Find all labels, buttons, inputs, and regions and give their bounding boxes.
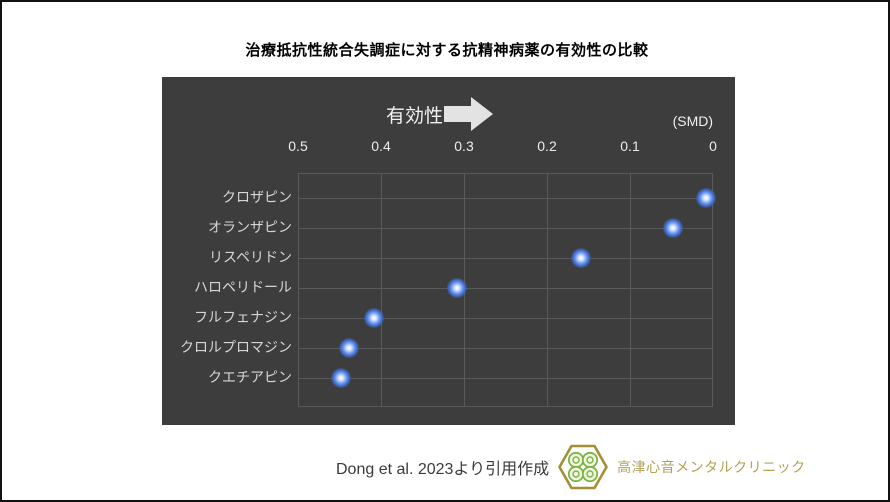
- clinic-logo-icon: [558, 444, 608, 490]
- x-axis-tick-label: 0.3: [454, 138, 474, 154]
- horizontal-gridline: [299, 228, 712, 229]
- data-point: [363, 308, 384, 328]
- category-label: リスペリドン: [208, 249, 292, 265]
- vertical-gridline: [547, 174, 548, 406]
- category-label: オランザピン: [208, 219, 292, 235]
- source-citation: Dong et al. 2023より引用作成: [336, 461, 550, 478]
- category-label: ハロペリドール: [194, 279, 292, 295]
- data-point: [330, 368, 351, 388]
- smd-unit-label: (SMD): [672, 113, 713, 129]
- horizontal-gridline: [299, 198, 712, 199]
- data-point: [695, 188, 716, 208]
- chart-panel: 有効性 (SMD) 0.5 0.4 0.3 0.2 0.1 0 クロザピンオランザピン リス…: [162, 77, 735, 425]
- horizontal-gridline: [299, 258, 712, 259]
- horizontal-gridline: [299, 318, 712, 319]
- horizontal-gridline: [299, 348, 712, 349]
- horizontal-gridline: [299, 288, 712, 289]
- x-axis-tick-label: 0: [709, 138, 717, 154]
- right-arrow-icon: [444, 97, 493, 131]
- data-point: [571, 248, 592, 268]
- category-label: フルフェナジン: [194, 309, 292, 325]
- x-axis-tick-label: 0.2: [537, 138, 557, 154]
- x-axis-tick-label: 0.4: [371, 138, 391, 154]
- category-label: クロルプロマジン: [180, 339, 292, 355]
- data-point: [446, 278, 467, 298]
- data-point: [338, 338, 359, 358]
- data-point: [662, 218, 683, 238]
- category-label: クエチアピン: [208, 369, 292, 385]
- horizontal-gridline: [299, 378, 712, 379]
- x-axis-tick-label: 0.5: [288, 138, 308, 154]
- chart-title: 治療抵抗性統合失調症に対する抗精神病薬の有効性の比較: [245, 42, 649, 59]
- vertical-gridline: [630, 174, 631, 406]
- category-label: クロザピン: [222, 189, 292, 205]
- vertical-gridline: [381, 174, 382, 406]
- plot-area: [298, 173, 716, 407]
- footer: Dong et al. 2023より引用作成 高津心音メンタルクリニック: [336, 440, 806, 494]
- x-axis-tick-label: 0.1: [620, 138, 640, 154]
- efficacy-direction-label: 有効性: [386, 106, 444, 127]
- clinic-name: 高津心音メンタルクリニック: [617, 459, 806, 475]
